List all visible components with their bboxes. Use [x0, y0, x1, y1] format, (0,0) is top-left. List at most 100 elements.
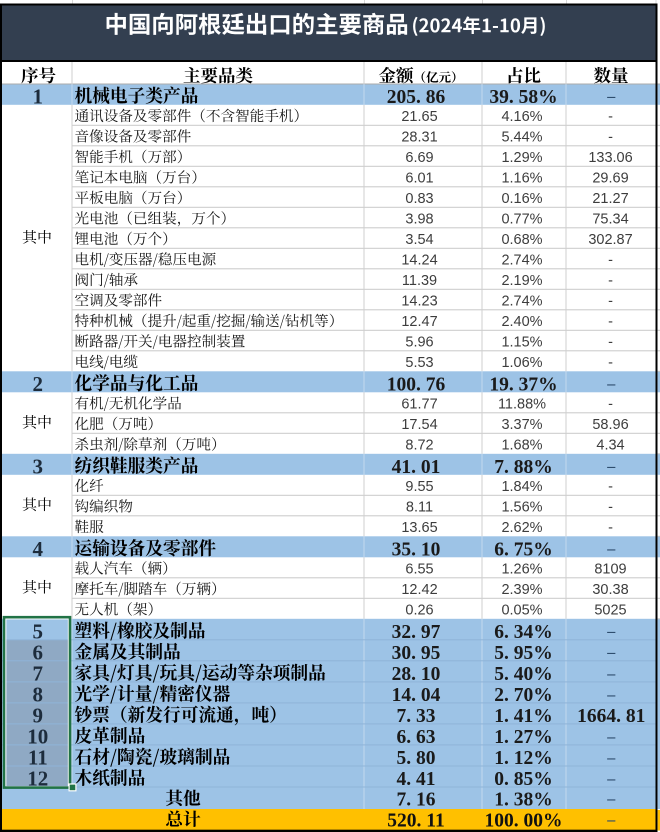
svg-text:39. 58%: 39. 58%	[489, 87, 557, 108]
svg-text:–: –	[606, 458, 616, 475]
svg-text:100. 76: 100. 76	[387, 375, 446, 396]
svg-text:11: 11	[28, 746, 48, 770]
svg-text:5. 40%: 5. 40%	[494, 664, 553, 685]
svg-text:5.44%: 5.44%	[501, 130, 542, 146]
svg-text:8.72: 8.72	[405, 438, 433, 454]
svg-text:12: 12	[27, 767, 48, 791]
svg-text:7: 7	[33, 662, 44, 686]
svg-text:1.56%: 1.56%	[501, 500, 542, 516]
svg-text:61.77: 61.77	[401, 397, 437, 413]
svg-text:–: –	[606, 623, 616, 640]
svg-text:28. 10: 28. 10	[392, 664, 441, 685]
svg-text:3.98: 3.98	[405, 212, 433, 228]
svg-text:11.39: 11.39	[402, 273, 437, 289]
svg-text:75.34: 75.34	[592, 212, 628, 228]
svg-text:-: -	[608, 253, 613, 269]
svg-text:–: –	[606, 770, 616, 787]
svg-text:–: –	[606, 376, 616, 393]
svg-text:13.65: 13.65	[401, 520, 437, 536]
svg-text:6.69: 6.69	[405, 150, 433, 166]
svg-text:12.42: 12.42	[401, 582, 437, 598]
svg-text:0.77%: 0.77%	[501, 212, 542, 228]
svg-text:133.06: 133.06	[588, 150, 632, 166]
svg-text:5025: 5025	[594, 603, 626, 619]
svg-text:4.34: 4.34	[596, 438, 624, 454]
svg-text:3.37%: 3.37%	[501, 417, 542, 433]
svg-text:0.26: 0.26	[405, 603, 433, 619]
svg-text:2: 2	[33, 372, 44, 396]
svg-text:302.87: 302.87	[588, 232, 632, 248]
svg-text:5: 5	[33, 620, 44, 644]
svg-text:7. 88%: 7. 88%	[494, 457, 553, 478]
svg-text:2.74%: 2.74%	[501, 294, 542, 310]
svg-text:1664. 81: 1664. 81	[577, 706, 645, 727]
svg-text:28.31: 28.31	[401, 130, 437, 146]
svg-text:–: –	[606, 88, 616, 105]
svg-text:6. 63: 6. 63	[397, 727, 436, 748]
svg-text:14.24: 14.24	[401, 253, 437, 269]
svg-text:12.47: 12.47	[401, 314, 437, 330]
svg-text:520. 11: 520. 11	[387, 811, 444, 832]
svg-text:21.65: 21.65	[401, 109, 437, 125]
svg-text:0.05%: 0.05%	[501, 603, 542, 619]
svg-text:6. 34%: 6. 34%	[494, 622, 553, 643]
svg-text:1.29%: 1.29%	[501, 150, 542, 166]
svg-text:17.54: 17.54	[401, 417, 437, 433]
svg-text:29.69: 29.69	[592, 171, 628, 187]
svg-text:–: –	[606, 812, 616, 829]
svg-text:11.88%: 11.88%	[498, 397, 546, 413]
svg-text:4: 4	[33, 537, 44, 561]
svg-text:6. 75%: 6. 75%	[494, 540, 553, 561]
svg-text:1. 38%: 1. 38%	[494, 790, 553, 811]
svg-text:4. 41: 4. 41	[397, 769, 436, 790]
svg-text:1: 1	[33, 85, 44, 109]
svg-text:5.96: 5.96	[405, 335, 433, 351]
svg-text:30. 95: 30. 95	[392, 643, 441, 664]
svg-text:1. 27%: 1. 27%	[494, 727, 553, 748]
svg-text:205. 86: 205. 86	[387, 87, 446, 108]
svg-text:1. 41%: 1. 41%	[494, 706, 553, 727]
svg-text:100. 00%: 100. 00%	[485, 811, 563, 832]
svg-text:8.11: 8.11	[406, 500, 433, 516]
svg-text:2.74%: 2.74%	[501, 253, 542, 269]
svg-text:-: -	[608, 109, 613, 125]
svg-text:-: -	[608, 273, 613, 289]
svg-text:58.96: 58.96	[592, 417, 628, 433]
svg-text:32. 97: 32. 97	[392, 622, 441, 643]
svg-text:10: 10	[27, 725, 48, 749]
svg-text:7. 16: 7. 16	[397, 790, 436, 811]
svg-text:2.40%: 2.40%	[501, 314, 542, 330]
svg-text:3: 3	[33, 455, 44, 479]
svg-text:4.16%: 4.16%	[501, 109, 542, 125]
svg-text:–: –	[606, 665, 616, 682]
svg-text:8109: 8109	[594, 562, 626, 578]
svg-text:19. 37%: 19. 37%	[489, 375, 557, 396]
svg-text:-: -	[608, 500, 613, 516]
svg-text:35. 10: 35. 10	[392, 540, 441, 561]
svg-text:-: -	[608, 520, 613, 536]
svg-text:5. 95%: 5. 95%	[494, 643, 553, 664]
svg-text:6.55: 6.55	[405, 562, 433, 578]
svg-text:14. 04: 14. 04	[392, 685, 441, 706]
svg-text:5. 80: 5. 80	[397, 748, 436, 769]
svg-text:8: 8	[33, 683, 44, 707]
svg-text:9.55: 9.55	[405, 479, 433, 495]
svg-text:–: –	[606, 541, 616, 558]
svg-text:2. 70%: 2. 70%	[494, 685, 553, 706]
svg-text:-: -	[608, 397, 613, 413]
svg-text:-: -	[608, 294, 613, 310]
svg-text:6.01: 6.01	[405, 171, 433, 187]
svg-text:-: -	[608, 355, 613, 371]
svg-text:–: –	[606, 728, 616, 745]
svg-text:-: -	[608, 335, 613, 351]
svg-text:–: –	[606, 686, 616, 703]
svg-text:0.83: 0.83	[405, 191, 433, 207]
svg-text:–: –	[606, 791, 616, 808]
svg-text:9: 9	[33, 704, 44, 728]
svg-text:7. 33: 7. 33	[397, 706, 436, 727]
svg-text:–: –	[606, 644, 616, 661]
svg-text:21.27: 21.27	[592, 191, 628, 207]
svg-text:2.62%: 2.62%	[501, 520, 542, 536]
svg-text:0. 85%: 0. 85%	[494, 769, 553, 790]
svg-text:5.53: 5.53	[405, 355, 433, 371]
